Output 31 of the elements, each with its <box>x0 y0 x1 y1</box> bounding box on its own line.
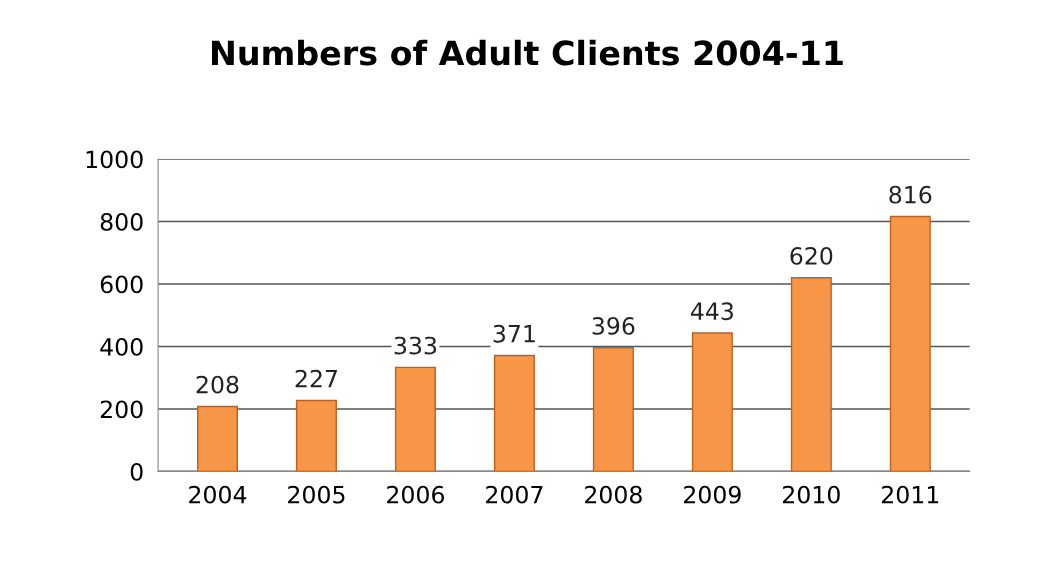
data-label: 443 <box>690 302 733 321</box>
data-label: 620 <box>790 246 833 265</box>
x-tick-label: 2005 <box>288 485 345 504</box>
data-label: 333 <box>394 336 437 355</box>
bar <box>691 332 733 472</box>
x-tick-label: 2011 <box>881 485 939 504</box>
x-tick-label: 2004 <box>189 485 247 504</box>
y-tick-label: 400 <box>100 337 143 356</box>
x-tick-label: 2008 <box>585 485 642 504</box>
data-label: 227 <box>295 369 337 388</box>
bar <box>790 277 832 472</box>
bar <box>592 347 634 472</box>
data-label: 396 <box>592 316 635 335</box>
bar <box>295 399 337 472</box>
y-tick-label: 600 <box>100 275 143 294</box>
x-tick-label: 2009 <box>684 485 741 504</box>
bar <box>493 354 535 472</box>
data-label: 816 <box>889 185 932 204</box>
y-tick-label: 0 <box>130 462 143 481</box>
data-label: 371 <box>493 324 535 343</box>
y-tick-label: 1000 <box>86 150 143 169</box>
bar <box>394 366 436 472</box>
y-tick-label: 800 <box>100 212 143 231</box>
x-tick-label: 2007 <box>486 485 543 504</box>
x-tick-label: 2010 <box>783 485 840 504</box>
chart-title: Numbers of Adult Clients 2004-11 <box>212 39 843 66</box>
x-tick-label: 2006 <box>387 485 444 504</box>
bar <box>889 215 931 472</box>
data-label: 208 <box>196 375 239 394</box>
y-tick-label: 200 <box>100 400 143 419</box>
bar <box>196 405 238 472</box>
